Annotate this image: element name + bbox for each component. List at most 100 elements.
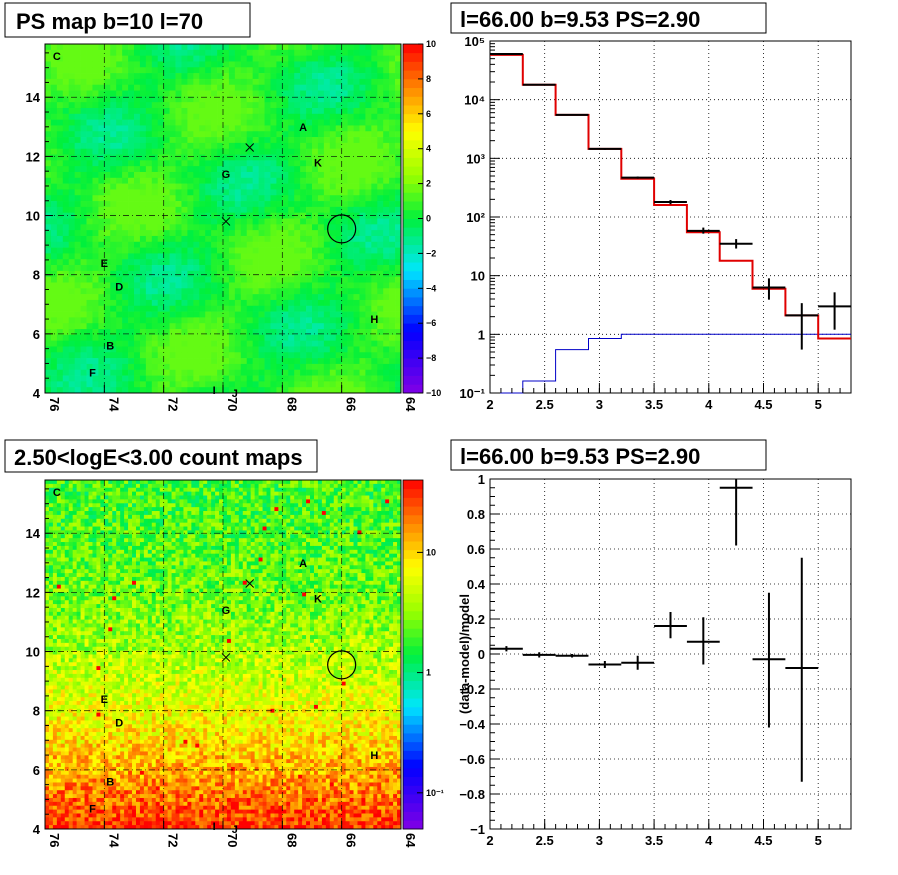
heatmap-cell xyxy=(223,305,230,312)
heatmap-cell xyxy=(45,381,52,388)
heatmap-cell xyxy=(389,67,396,74)
heatmap-cell xyxy=(45,131,52,138)
heatmap-cell xyxy=(199,137,206,144)
heatmap-cell xyxy=(187,189,194,196)
heatmap-cell xyxy=(264,84,271,91)
heatmap-cell xyxy=(76,666,81,671)
heatmap-cell xyxy=(300,363,307,371)
heatmap-cell xyxy=(80,825,85,830)
heatmap-cell xyxy=(157,206,165,214)
heatmap-cell xyxy=(128,317,135,324)
heatmap-cell xyxy=(48,565,54,570)
heatmap-cell xyxy=(64,592,70,597)
heatmap-cell xyxy=(68,224,76,231)
heatmap-cell xyxy=(45,346,52,353)
heatmap-cell xyxy=(371,224,378,231)
heatmap-cell xyxy=(395,96,402,103)
heatmap-cell xyxy=(234,230,242,237)
heatmap-cell xyxy=(175,346,182,353)
heatmap-cell xyxy=(56,681,62,686)
heatmap-cell xyxy=(223,317,230,324)
heatmap-cell xyxy=(68,607,74,613)
heatmap-cell xyxy=(72,642,77,648)
heatmap-cell xyxy=(45,538,50,543)
heatmap-cell xyxy=(48,751,54,756)
heatmap-cell xyxy=(128,352,135,359)
x-tick-label: 74 xyxy=(106,397,121,412)
heatmap-cell xyxy=(98,201,105,208)
heatmap-cell xyxy=(317,282,325,289)
heatmap-cell xyxy=(264,206,271,214)
heatmap-cell xyxy=(56,786,62,791)
heatmap-cell xyxy=(187,230,194,237)
heatmap-cell xyxy=(187,363,194,371)
heatmap-cell xyxy=(98,270,105,278)
heatmap-cell xyxy=(45,491,50,496)
heatmap-cell xyxy=(323,195,331,202)
heatmap-cell xyxy=(68,329,76,336)
heatmap-cell xyxy=(128,78,135,86)
heatmap-cell xyxy=(205,212,212,219)
heatmap-cell xyxy=(116,224,123,231)
heatmap-cell xyxy=(335,125,343,132)
heatmap-cell xyxy=(211,73,218,80)
heatmap-cell xyxy=(80,369,87,376)
heatmap-cell xyxy=(371,148,378,155)
heatmap-cell xyxy=(353,67,360,74)
heatmap-cell xyxy=(169,230,176,237)
heatmap-cell xyxy=(228,177,236,184)
heatmap-cell xyxy=(134,154,141,161)
heatmap-cell xyxy=(151,299,159,307)
y-tick-label: 10³ xyxy=(466,151,485,166)
colorbar-band xyxy=(403,113,423,123)
heatmap-cell xyxy=(234,107,242,115)
heatmap-cell xyxy=(359,276,366,283)
heatmap-cell xyxy=(252,358,259,365)
heatmap-cell xyxy=(92,294,99,301)
heatmap-cell xyxy=(68,518,74,524)
heatmap-cell xyxy=(193,265,200,272)
heatmap-cell xyxy=(282,78,289,86)
heatmap-cell xyxy=(64,623,70,628)
heatmap-cell xyxy=(317,247,325,254)
heatmap-cell xyxy=(163,201,170,208)
heatmap-cell xyxy=(169,387,176,394)
heatmap-cell xyxy=(45,565,50,570)
heatmap-cell xyxy=(217,212,224,219)
heatmap-cell xyxy=(62,253,70,260)
heatmap-cell xyxy=(151,119,159,126)
heatmap-cell xyxy=(175,206,182,214)
heatmap-cell xyxy=(45,786,50,791)
heatmap-cell xyxy=(276,288,283,295)
heatmap-cell xyxy=(86,317,93,324)
heatmap-cell xyxy=(383,259,390,266)
heatmap-cell xyxy=(128,276,135,283)
heatmap-cell xyxy=(139,171,147,179)
heatmap-cell xyxy=(116,305,123,312)
heatmap-cell xyxy=(76,825,81,830)
heatmap-cell xyxy=(217,317,224,324)
heatmap-cell xyxy=(175,107,182,115)
heatmap-cell xyxy=(45,576,50,582)
heatmap-cell xyxy=(122,177,129,184)
heatmap-cell xyxy=(45,797,50,803)
heatmap-cell xyxy=(347,346,354,353)
heatmap-cell xyxy=(347,113,354,120)
heatmap-cell xyxy=(116,96,123,103)
heatmap-cell xyxy=(246,346,254,353)
heatmap-cell xyxy=(317,119,325,126)
colorbar-band xyxy=(403,323,423,333)
heatmap-cell xyxy=(92,189,99,196)
heatmap-cell xyxy=(294,334,301,341)
heatmap-cell xyxy=(64,654,70,659)
heatmap-cell xyxy=(163,195,170,202)
heatmap-cell xyxy=(246,171,254,179)
heatmap-cell xyxy=(383,317,390,324)
heatmap-cell xyxy=(240,387,248,394)
heatmap-cell xyxy=(92,346,99,353)
heatmap-cell xyxy=(48,584,54,589)
heatmap-cell xyxy=(163,61,170,68)
heatmap-cell xyxy=(45,623,50,628)
heatmap-cell xyxy=(98,154,105,161)
heatmap-cell xyxy=(72,825,77,830)
